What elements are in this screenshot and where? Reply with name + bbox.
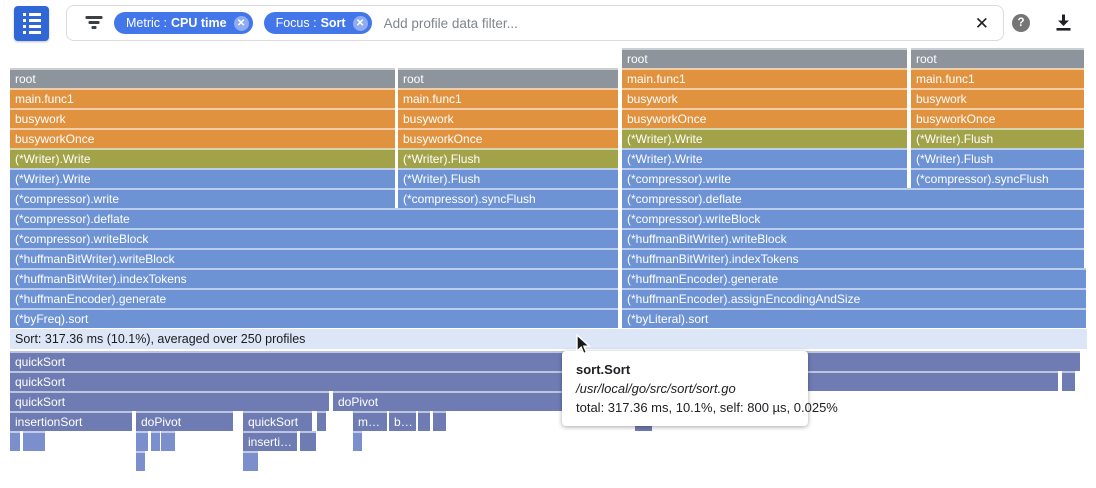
focus-row-sort[interactable]: Sort: 317.36 ms (10.1%), averaged over 2… [10, 329, 1087, 349]
filter-chip-focus[interactable]: Focus : Sort ✕ [263, 12, 372, 34]
flame-frame[interactable]: root [911, 48, 1084, 68]
flame-frame[interactable] [166, 431, 175, 451]
flame-frame[interactable]: (*compressor).writeBlock [622, 208, 1084, 228]
tooltip-function-name: sort.Sort [576, 362, 631, 377]
mouse-cursor [576, 333, 592, 361]
flame-frame[interactable]: (*huffmanBitWriter).indexTokens [10, 268, 618, 288]
flame-frame[interactable]: (*huffmanBitWriter).indexTokens [622, 248, 1084, 268]
chip-value: CPU time [170, 16, 227, 30]
flame-frame[interactable]: insertionSort [10, 411, 132, 431]
flame-frame[interactable]: (*compressor).deflate [10, 208, 618, 228]
flame-frame[interactable] [249, 451, 258, 471]
flame-frame[interactable]: quickSort [10, 351, 1080, 371]
flame-frame[interactable]: (*Writer).Write [622, 148, 907, 168]
flame-frame[interactable]: me… [353, 411, 387, 431]
chip-remove-icon[interactable]: ✕ [233, 15, 249, 31]
flame-frame[interactable]: (*compressor).syncFlush [398, 188, 618, 208]
list-icon [22, 13, 41, 16]
filter-list-icon [85, 16, 103, 30]
flame-frame[interactable] [1062, 371, 1075, 391]
flame-frame[interactable] [36, 431, 45, 451]
flame-frame[interactable]: main.func1 [911, 68, 1084, 88]
flame-frame[interactable]: main.func1 [622, 68, 907, 88]
flame-frame[interactable] [10, 431, 20, 451]
view-options-button[interactable] [14, 6, 49, 41]
flame-frame[interactable]: busyworkOnce [911, 108, 1084, 128]
flame-frame[interactable] [136, 431, 148, 451]
flame-frame[interactable]: quickSort [243, 411, 312, 431]
flame-frame[interactable]: (*huffmanEncoder).assignEncodingAndSize [622, 288, 1086, 308]
flame-frame[interactable]: root [622, 48, 907, 68]
flame-frame[interactable]: busywork [622, 88, 907, 108]
flame-frame[interactable]: (*huffmanEncoder).generate [10, 288, 618, 308]
flame-frame[interactable]: (*huffmanEncoder).generate [622, 268, 1086, 288]
flame-frame[interactable]: insertionSort [243, 431, 297, 451]
flame-frame[interactable]: busyworkOnce [622, 108, 907, 128]
flame-frame[interactable]: (*Writer).Flush [398, 148, 618, 168]
chip-value: Sort [320, 16, 346, 30]
flame-frame[interactable]: root [398, 68, 618, 88]
flame-frame[interactable]: (*Writer).Write [622, 128, 907, 148]
flame-frame[interactable] [418, 411, 430, 431]
flame-frame[interactable]: quickSort [10, 371, 1058, 391]
flame-frame[interactable] [151, 431, 160, 451]
flame-frame[interactable]: (*compressor).writeBlock [10, 228, 618, 248]
flame-frame[interactable]: busywork [10, 108, 395, 128]
flame-frame[interactable] [161, 431, 170, 451]
flame-frame[interactable] [31, 431, 40, 451]
flame-frame[interactable]: (*Writer).Flush [911, 148, 1084, 168]
flame-frame[interactable]: quickSort [10, 391, 329, 411]
flame-frame[interactable]: main.func1 [10, 88, 395, 108]
flame-frame[interactable]: root [10, 68, 395, 88]
flame-frame[interactable]: busyworkOnce [10, 128, 395, 148]
tooltip-stats: total: 317.36 ms, 10.1%, self: 800 µs, 0… [576, 400, 838, 415]
chip-prefix: Focus : [275, 16, 317, 30]
flame-frame[interactable] [307, 431, 316, 451]
profile-filter-bar[interactable]: Metric : CPU time ✕ Focus : Sort ✕ Add p… [66, 5, 1004, 41]
flame-frame[interactable]: (*compressor).write [10, 188, 395, 208]
flame-frame[interactable]: (*compressor).deflate [622, 188, 1084, 208]
filter-chip-metric[interactable]: Metric : CPU time ✕ [114, 12, 253, 34]
filter-input-placeholder[interactable]: Add profile data filter... [383, 15, 518, 31]
flame-frame[interactable]: (*byFreq).sort [10, 308, 618, 328]
toolbar: Metric : CPU time ✕ Focus : Sort ✕ Add p… [0, 0, 1096, 46]
flame-frame[interactable]: (*compressor).write [622, 168, 907, 188]
help-icon[interactable]: ? [1012, 14, 1030, 32]
download-icon[interactable] [1054, 13, 1073, 32]
flame-frame[interactable]: busyworkOnce [398, 128, 618, 148]
flame-frame[interactable] [300, 431, 309, 451]
flame-frame[interactable]: (*Writer).Flush [911, 128, 1084, 148]
flame-frame[interactable]: busywork [911, 88, 1084, 108]
flame-frame[interactable]: (*Writer).Write [10, 148, 395, 168]
flame-frame[interactable]: (*compressor).syncFlush [911, 168, 1084, 188]
flame-frame[interactable]: main.func1 [398, 88, 618, 108]
flame-frame[interactable] [136, 451, 145, 471]
flame-frame[interactable]: (*huffmanBitWriter).writeBlock [10, 248, 618, 268]
chip-remove-icon[interactable]: ✕ [352, 15, 368, 31]
flame-frame[interactable] [23, 431, 32, 451]
flame-frame[interactable]: (*Writer).Write [10, 168, 395, 188]
chip-prefix: Metric : [126, 16, 167, 30]
clear-filters-icon[interactable]: ✕ [974, 14, 989, 33]
flame-frame[interactable]: doPivot [136, 411, 233, 431]
flame-frame[interactable]: (*huffmanBitWriter).writeBlock [622, 228, 1084, 248]
flame-frame[interactable]: (*byLiteral).sort [622, 308, 1086, 328]
tooltip-source-path: /usr/local/go/src/sort/sort.go [576, 381, 736, 396]
flame-frame[interactable] [353, 431, 362, 451]
flame-frame[interactable] [243, 451, 252, 471]
flame-frame[interactable]: (*Writer).Flush [398, 168, 618, 188]
flame-frame[interactable] [437, 411, 446, 431]
flame-frame[interactable]: by… [389, 411, 416, 431]
frame-tooltip: sort.Sort /usr/local/go/src/sort/sort.go… [562, 351, 838, 426]
flame-frame[interactable]: busywork [398, 108, 618, 128]
flame-frame[interactable] [317, 411, 326, 431]
